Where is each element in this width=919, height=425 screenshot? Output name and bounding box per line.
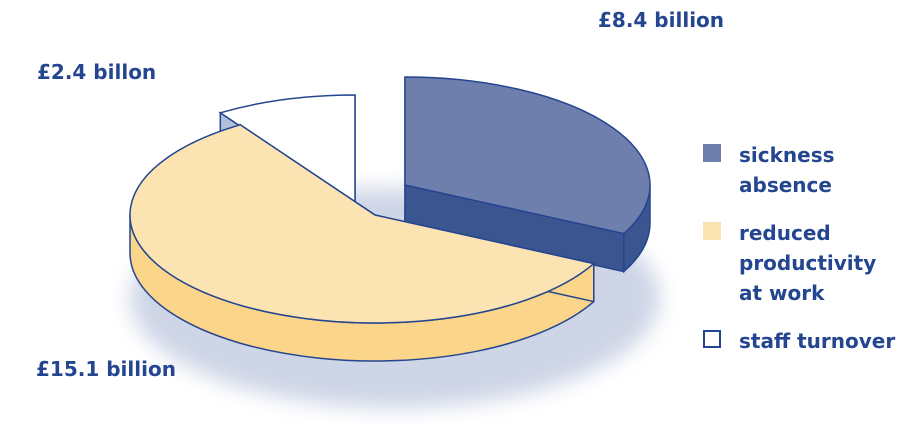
legend-label-staff-turnover: staff turnover bbox=[739, 329, 896, 353]
legend-item-sickness-absence: sickness absence bbox=[703, 140, 913, 200]
legend-item-staff-turnover: staff turnover bbox=[703, 326, 913, 356]
legend-swatch-sickness-absence bbox=[703, 144, 721, 162]
data-label-sickness-absence: £8.4 billion bbox=[598, 8, 725, 32]
slice-sickness-absence bbox=[404, 76, 651, 235]
legend-label-sickness-absence: sickness absence bbox=[739, 143, 835, 197]
legend-item-reduced-productivity: reduced productivity at work bbox=[703, 218, 913, 308]
data-label-staff-turnover: £2.4 billon bbox=[37, 60, 157, 84]
legend-swatch-staff-turnover bbox=[703, 330, 721, 348]
legend: sickness absence reduced productivity at… bbox=[703, 140, 913, 374]
legend-label-reduced-productivity: reduced productivity at work bbox=[739, 221, 877, 305]
slice-staff-turnover bbox=[218, 94, 356, 205]
slice-reduced-productivity-at-work bbox=[129, 123, 596, 324]
legend-swatch-reduced-productivity bbox=[703, 222, 721, 240]
data-label-reduced-productivity: £15.1 billion bbox=[36, 357, 176, 381]
